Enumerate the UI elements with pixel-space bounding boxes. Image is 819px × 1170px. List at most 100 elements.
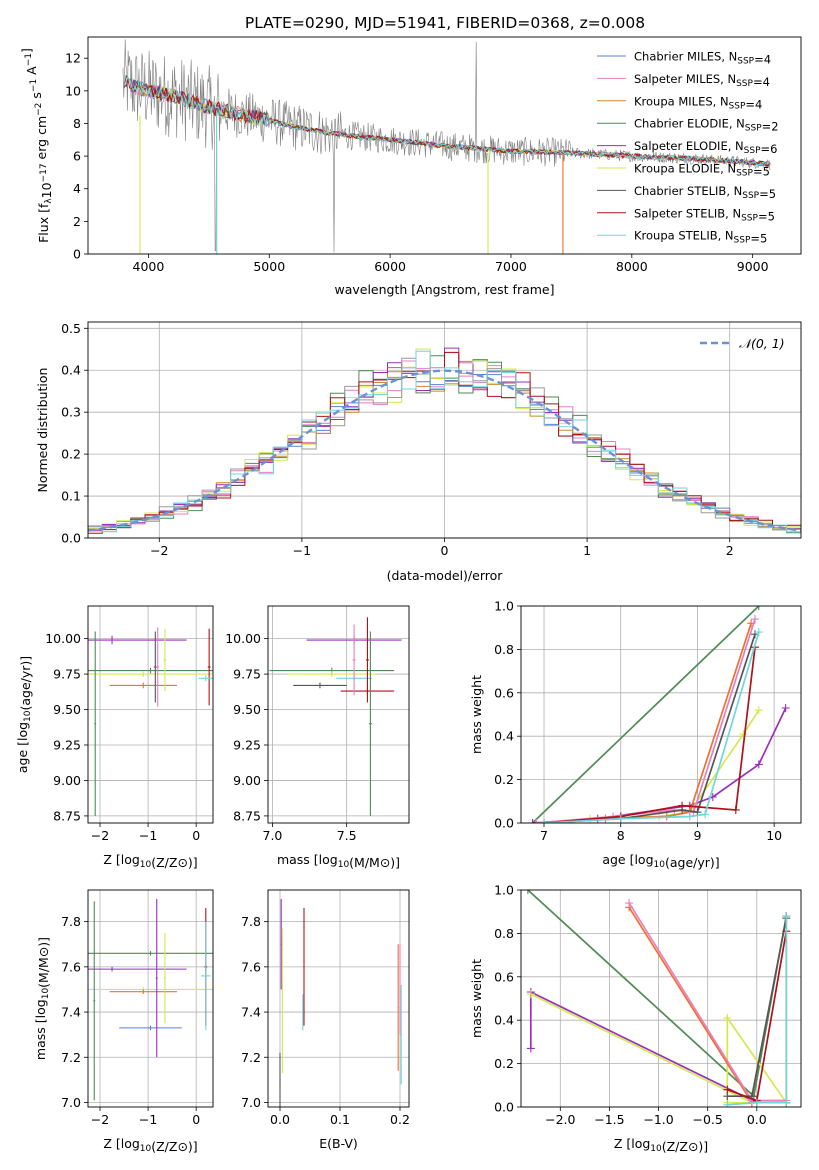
y-tick-label: 6: [73, 149, 81, 164]
x-tick-label: 7: [540, 828, 548, 843]
y-tick-label: 7.6: [61, 959, 81, 974]
x-axis-label: Z [log10(Z/Z⊙)]: [103, 852, 197, 870]
y-tick-label: 8.75: [233, 808, 261, 823]
plot-area: [122, 39, 771, 254]
y-axis-label: age [log10(age/yr)]: [15, 656, 33, 773]
x-tick-label: −1: [139, 1112, 157, 1127]
x-tick-label: 2: [726, 543, 734, 558]
x-axis-label: E(B-V): [319, 1136, 358, 1151]
plot-0: 4000 5000 6000 7000 8000 9000 0 2 4 6 8 10 12 wavelen…: [19, 36, 802, 297]
y-tick-label: 0.8: [494, 642, 514, 657]
plot-4: 7 8 9 10 0.0 0.2 0.4 0.6 0.8 1.0 age [log10(age/yr…: [469, 599, 802, 870]
data-point-marker: [782, 1098, 791, 1107]
x-tick-label: 0.1: [330, 1112, 350, 1127]
y-tick-label: 0.0: [61, 531, 81, 546]
y-tick-label: 0.2: [494, 1056, 514, 1071]
y-axis-label: mass weight: [469, 959, 484, 1038]
series-line-kroupa_stelib: [727, 916, 788, 1106]
y-tick-label: 7.6: [241, 959, 261, 974]
x-tick-label: 0.0: [747, 1112, 767, 1127]
y-tick-label: 7.4: [61, 1005, 81, 1020]
legend-entry: Chabrier STELIB, NSSP=5: [634, 184, 776, 201]
x-tick-label: 0.0: [270, 1112, 290, 1127]
x-tick-label: 5000: [253, 259, 285, 274]
plot-area: [88, 899, 213, 1101]
y-tick-label: 9.75: [233, 667, 261, 682]
data-point-marker: [701, 810, 710, 819]
data-point-marker: [754, 628, 763, 637]
plot-area: [269, 617, 402, 816]
x-tick-label: 0: [192, 828, 200, 843]
y-tick-label: 4: [73, 181, 81, 196]
axes-frame: [87, 889, 214, 1108]
plot-area: [88, 627, 213, 816]
axes-frame: [267, 889, 410, 1108]
x-tick-label: 7.0: [263, 828, 283, 843]
plot-area: [279, 899, 402, 1107]
y-tick-label: 9.25: [53, 737, 81, 752]
figure-title: PLATE=0290, MJD=51941, FIBERID=0368, z=0…: [245, 14, 645, 32]
legend-entry: Chabrier MILES, NSSP=4: [634, 50, 771, 67]
x-tick-label: −2: [150, 543, 168, 558]
data-point-marker: [723, 1014, 732, 1023]
x-axis-label: mass [log10(M/M⊙)]: [277, 852, 400, 870]
legend-entry: Salpeter STELIB, NSSP=5: [634, 206, 775, 223]
y-axis-label: Flux [fλ10−17 erg cm−2 s−1 A−1]: [19, 48, 54, 243]
y-tick-label: 1.0: [494, 599, 514, 614]
y-tick-label: 0.4: [494, 1013, 514, 1028]
data-point-marker: [526, 1044, 535, 1053]
data-point-marker: [685, 812, 694, 821]
data-point-marker: [754, 606, 763, 610]
x-tick-label: −1: [293, 543, 311, 558]
data-point-marker: [723, 1085, 732, 1094]
histogram-kroupa_stelib: [88, 350, 801, 536]
legend-entry: Kroupa ELODIE, NSSP=5: [634, 162, 770, 179]
y-tick-label: 8.75: [53, 808, 81, 823]
y-tick-label: 10.00: [225, 631, 261, 646]
legend-entry: Kroupa MILES, NSSP=4: [634, 94, 762, 111]
x-tick-label: 10: [766, 828, 782, 843]
normal-curve: [88, 369, 801, 532]
x-tick-label: 8000: [616, 259, 648, 274]
y-tick-label: 0: [73, 247, 81, 262]
y-tick-label: 0.1: [61, 489, 81, 504]
y-axis-label: mass weight: [469, 675, 484, 754]
y-tick-label: 0.6: [494, 685, 514, 700]
plot-6: 0.0 0.1 0.2 7.0 7.2 7.4 7.6 7.8 E(B-V): [241, 889, 410, 1151]
x-axis-label: age [log10(age/yr)]: [602, 852, 719, 870]
y-axis-label: mass [log10(M/M⊙)]: [33, 937, 51, 1060]
y-tick-label: 9.00: [53, 773, 81, 788]
data-point-marker: [540, 819, 549, 823]
plot-area: [88, 347, 801, 536]
x-tick-label: 7.5: [337, 828, 357, 843]
y-tick-label: 0.5: [61, 321, 81, 336]
data-point-marker: [532, 819, 541, 823]
y-tick-label: 0.2: [61, 447, 81, 462]
y-tick-label: 9.50: [53, 702, 81, 717]
legend-entry: Salpeter MILES, NSSP=4: [634, 72, 770, 89]
y-tick-label: 2: [73, 214, 81, 229]
axes-frame: [87, 321, 802, 539]
x-tick-label: −2.0: [545, 1112, 575, 1127]
x-tick-label: −1: [139, 828, 157, 843]
y-tick-label: 0.0: [494, 1100, 514, 1115]
data-point-marker: [781, 703, 790, 712]
data-point-marker: [526, 990, 535, 999]
data-point-marker: [523, 890, 532, 894]
data-point-marker: [754, 760, 763, 769]
y-tick-label: 12: [65, 51, 81, 66]
y-tick-label: 0.0: [494, 816, 514, 831]
axes-frame: [520, 889, 802, 1108]
x-tick-label: 9: [693, 828, 701, 843]
x-tick-label: 6000: [374, 259, 406, 274]
data-point-marker: [528, 819, 537, 823]
y-tick-label: 9.50: [233, 702, 261, 717]
data-point-marker: [678, 801, 687, 810]
y-tick-label: 0.2: [494, 772, 514, 787]
axes-frame: [520, 605, 802, 824]
x-tick-label: 9000: [737, 259, 769, 274]
series-line-kroupa_stelib: [543, 631, 760, 823]
y-tick-label: 0.3: [61, 405, 81, 420]
x-tick-label: −0.5: [692, 1112, 722, 1127]
